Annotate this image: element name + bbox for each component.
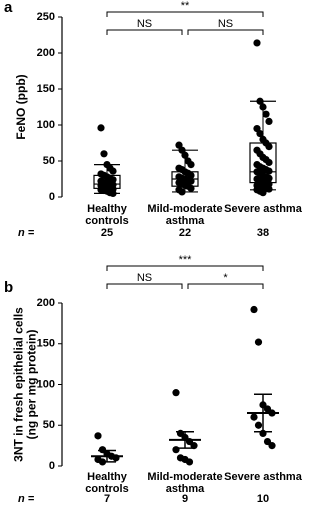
significance-label: NS (218, 18, 233, 30)
significance-bracket (106, 265, 264, 271)
data-point (265, 185, 273, 193)
significance-label: NS (137, 272, 152, 284)
panel-label: a (4, 0, 13, 16)
data-point (259, 103, 267, 111)
significance-label: NS (137, 18, 152, 30)
data-point (178, 188, 186, 196)
y-tick-label: 200 (37, 47, 55, 59)
data-point (253, 39, 261, 47)
n-value: 25 (101, 227, 113, 239)
data-point (172, 389, 180, 397)
y-axis-label: (ng per mg protein) (25, 330, 39, 440)
x-tick-label: Mild-moderate asthma (147, 203, 223, 227)
data-point (256, 130, 264, 138)
n-value: 38 (257, 227, 269, 239)
data-point (265, 158, 273, 167)
data-point (109, 189, 117, 197)
n-value: 9 (182, 493, 188, 505)
data-point (187, 184, 195, 192)
data-point (265, 117, 273, 125)
data-point (97, 124, 105, 132)
data-point (254, 421, 263, 429)
y-tick-label: 250 (37, 11, 55, 23)
y-tick-label: 200 (37, 297, 55, 309)
significance-bracket (106, 11, 264, 17)
y-tick-label: 0 (49, 460, 55, 472)
y-tick-label: 100 (37, 119, 55, 131)
n-value: 22 (179, 227, 191, 239)
data-point (265, 167, 273, 175)
significance-bracket (106, 29, 183, 35)
significance-label: * (223, 272, 228, 284)
data-point (256, 97, 264, 105)
y-axis-label: FeNO (ppb) (14, 74, 28, 139)
y-tick-label: 150 (37, 338, 55, 350)
significance-bracket (187, 29, 264, 35)
significance-label: *** (179, 254, 193, 266)
n-value: 10 (257, 493, 269, 505)
data-point (268, 442, 276, 450)
n-label: n = (18, 227, 35, 239)
y-axis-label: 3NT in fresh epithelial cells (12, 307, 26, 462)
data-point (94, 432, 102, 440)
data-point (181, 151, 189, 159)
panel-label: b (4, 279, 13, 296)
data-point (109, 167, 117, 175)
y-tick-label: 150 (37, 83, 55, 95)
data-point (172, 446, 180, 454)
significance-label: ** (181, 0, 190, 12)
x-tick-label: Healthy controls (85, 203, 129, 227)
significance-bracket (187, 283, 264, 289)
n-label: n = (18, 493, 35, 505)
x-tick-label: Severe asthma (224, 471, 302, 483)
data-point (254, 338, 263, 346)
data-point (100, 150, 108, 158)
data-point (265, 143, 273, 151)
y-tick-label: 50 (43, 419, 55, 431)
data-point (185, 458, 194, 466)
y-tick-label: 50 (43, 155, 55, 167)
data-point (259, 189, 267, 197)
x-tick-label: Severe asthma (224, 203, 302, 215)
y-tick-label: 100 (37, 378, 55, 390)
data-point (250, 305, 258, 314)
x-tick-label: Healthy controls (85, 471, 129, 495)
significance-bracket (106, 283, 183, 289)
y-tick-label: 0 (49, 191, 55, 203)
x-tick-label: Mild-moderate asthma (147, 471, 223, 495)
n-value: 7 (104, 493, 110, 505)
data-point (187, 161, 195, 169)
data-point (250, 413, 258, 421)
data-point (262, 110, 270, 118)
